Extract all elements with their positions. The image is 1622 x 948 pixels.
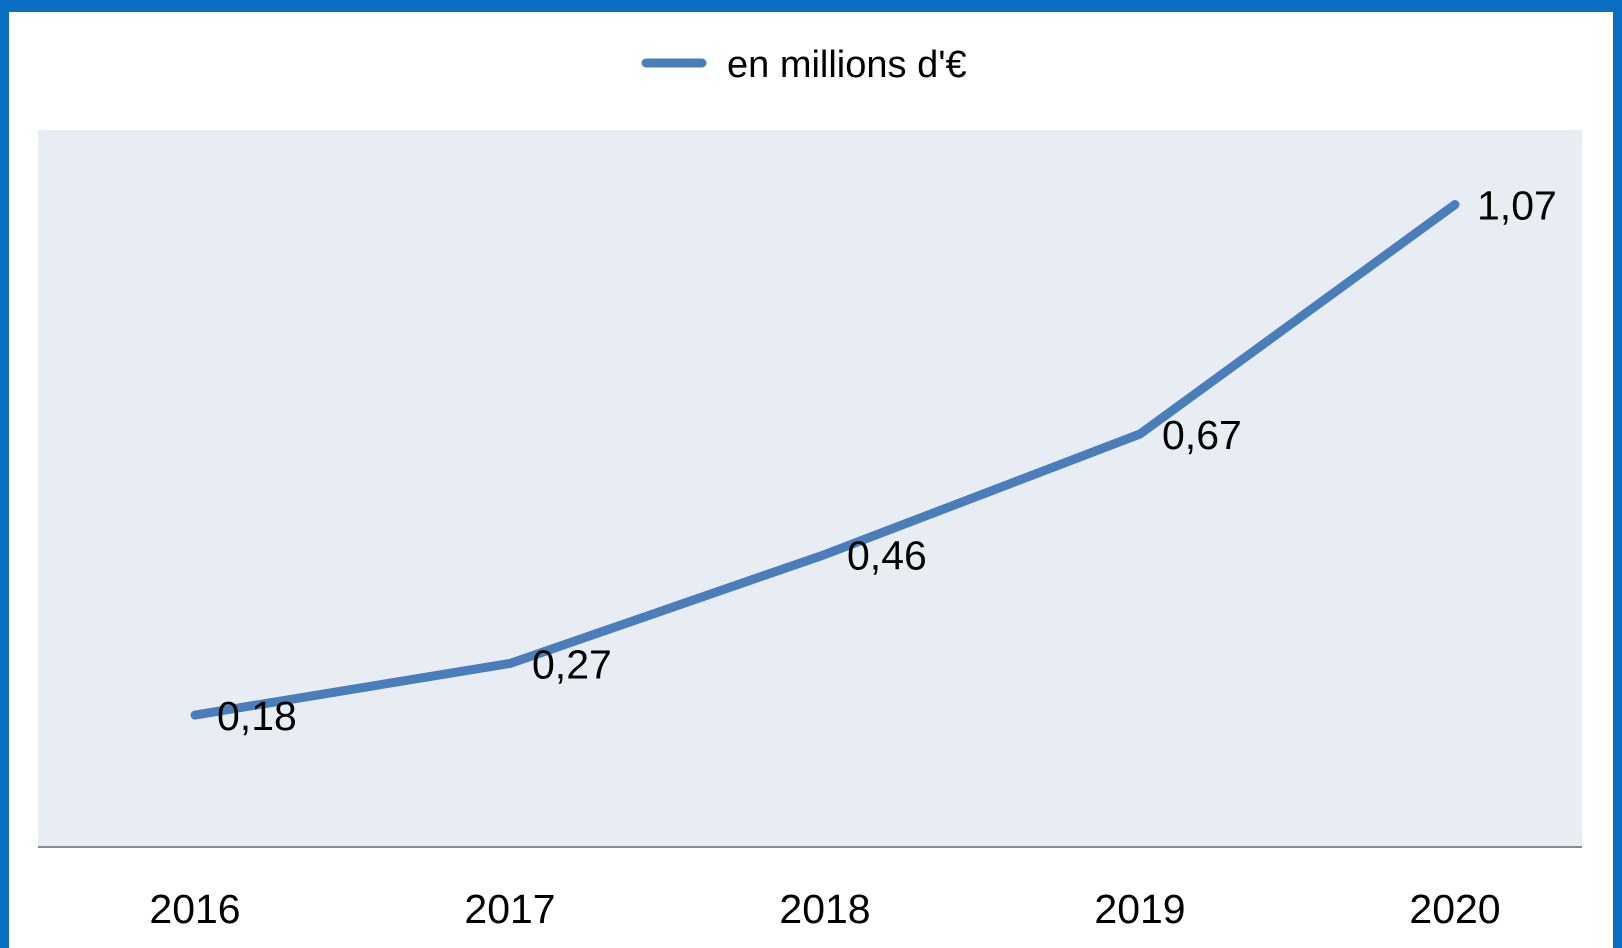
data-label-2020: 1,07	[1477, 183, 1557, 229]
series-layer	[190, 200, 1460, 720]
x-tick-2018: 2018	[779, 886, 870, 932]
x-tick-2020: 2020	[1409, 886, 1500, 932]
data-label-2019: 0,67	[1162, 412, 1242, 458]
data-labels: 0,18 0,27 0,46 0,67 1,07	[217, 183, 1557, 740]
x-tick-2017: 2017	[464, 886, 555, 932]
data-label-2016: 0,18	[217, 693, 297, 739]
x-axis-ticks: 2016 2017 2018 2019 2020	[149, 886, 1500, 932]
data-label-2018: 0,46	[847, 532, 927, 578]
legend: en millions d'€	[641, 44, 967, 86]
plot-area	[38, 130, 1582, 847]
x-tick-2019: 2019	[1094, 886, 1185, 932]
legend-label: en millions d'€	[727, 44, 967, 86]
data-label-2017: 0,27	[532, 641, 612, 687]
x-tick-2016: 2016	[149, 886, 240, 932]
